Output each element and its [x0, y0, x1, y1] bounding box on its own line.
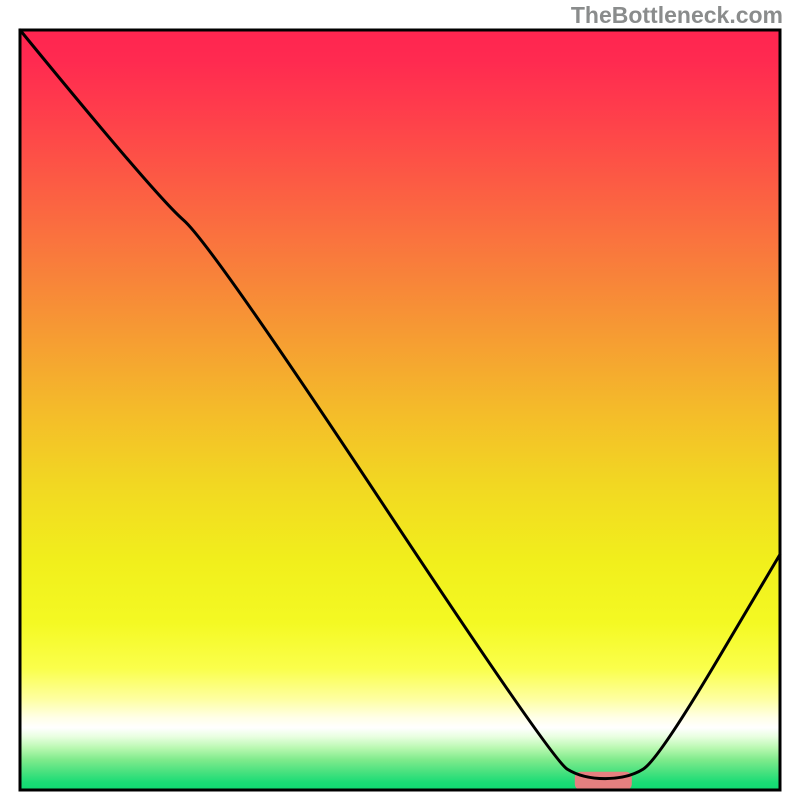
- gradient-bg: [20, 30, 780, 790]
- watermark-text: TheBottleneck.com: [571, 2, 783, 29]
- bottleneck-chart: [0, 0, 800, 800]
- chart-stage: TheBottleneck.com: [0, 0, 800, 800]
